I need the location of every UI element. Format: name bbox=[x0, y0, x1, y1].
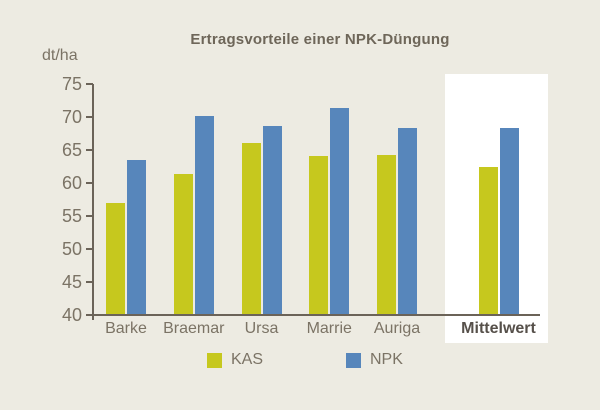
x-axis-category-label-braemar: Braemar bbox=[163, 320, 225, 337]
y-axis-tick-label-65: 65 bbox=[61, 140, 82, 160]
y-axis-tick-75 bbox=[86, 83, 93, 85]
chart-title: Ertragsvorteile einer NPK-Düngung bbox=[190, 31, 450, 48]
bar-npk-marrie bbox=[330, 107, 350, 315]
kas-legend-label: KAS bbox=[231, 351, 264, 368]
bar-kas-auriga bbox=[377, 154, 396, 315]
y-axis-tick-55 bbox=[86, 215, 93, 217]
kas-legend-swatch bbox=[207, 352, 222, 368]
y-axis-tick-40 bbox=[86, 314, 93, 316]
npk-legend-swatch bbox=[346, 352, 361, 368]
y-axis-tick-45 bbox=[86, 281, 93, 283]
bar-npk-mittelwert bbox=[499, 127, 519, 315]
y-axis-tick-label-45: 45 bbox=[61, 272, 82, 292]
bar-kas-ursa bbox=[241, 143, 261, 315]
bar-kas-braemar bbox=[173, 174, 193, 315]
bar-npk-braemar bbox=[194, 115, 214, 315]
y-axis-tick-65 bbox=[86, 149, 93, 151]
y-axis-tick-label-50: 50 bbox=[61, 239, 82, 259]
bar-npk-ursa bbox=[262, 125, 282, 315]
y-axis-unit-label: dt/ha bbox=[42, 47, 78, 64]
npk-legend-label: NPK bbox=[370, 351, 403, 368]
y-axis-tick-label-60: 60 bbox=[61, 173, 82, 193]
y-axis-tick-50 bbox=[86, 248, 93, 250]
bar-npk-barke bbox=[127, 159, 146, 315]
x-axis-category-label-ursa: Ursa bbox=[244, 320, 279, 337]
y-axis-tick-label-70: 70 bbox=[61, 107, 82, 127]
x-axis-category-label-mittelwert: Mittelwert bbox=[461, 320, 536, 337]
legend-item-kas: KAS bbox=[207, 351, 263, 369]
bar-npk-auriga bbox=[398, 128, 417, 315]
y-axis-tick-label-75: 75 bbox=[61, 74, 82, 94]
bar-kas-barke bbox=[106, 202, 125, 315]
y-axis-tick-label-40: 40 bbox=[61, 305, 82, 325]
y-axis-tick-70 bbox=[86, 116, 93, 118]
legend-item-npk: NPK bbox=[346, 351, 403, 369]
y-axis-line bbox=[92, 84, 94, 320]
x-axis-category-label-marrie: Marrie bbox=[306, 320, 352, 337]
x-axis-line bbox=[86, 314, 540, 316]
x-axis-category-label-barke: Barke bbox=[105, 320, 147, 337]
y-axis-tick-60 bbox=[86, 182, 93, 184]
y-axis-tick-label-55: 55 bbox=[61, 206, 82, 226]
bar-kas-mittelwert bbox=[478, 166, 498, 315]
bar-kas-marrie bbox=[309, 155, 329, 315]
x-axis-category-label-auriga: Auriga bbox=[373, 320, 421, 337]
